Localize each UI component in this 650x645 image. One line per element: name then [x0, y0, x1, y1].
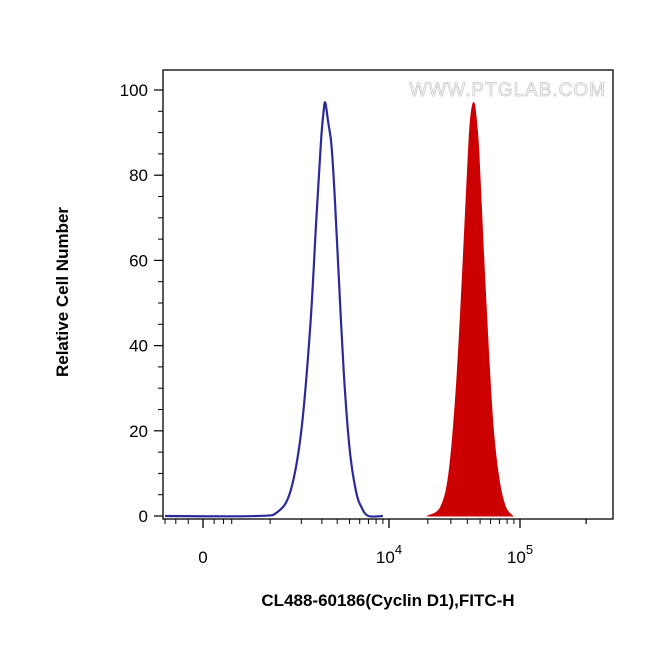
histogram-series-layer: [164, 101, 514, 518]
x-tick-label: 104: [376, 542, 402, 567]
x-tick-label: 105: [507, 542, 533, 567]
y-tick-label: 40: [129, 337, 148, 356]
y-tick-label: 80: [129, 166, 148, 185]
y-tick-label: 0: [139, 507, 148, 526]
x-axis-title: CL488-60186(Cyclin D1),FITC-H: [261, 591, 514, 610]
y-tick-label: 20: [129, 422, 148, 441]
y-tick-label: 60: [129, 251, 148, 270]
x-tick-label: 0: [198, 548, 207, 567]
y-axis-title: Relative Cell Number: [53, 207, 72, 377]
y-axis: 0 20 40 60 80 100: [120, 81, 163, 526]
plot-frame: [162, 69, 614, 520]
x-axis: 0 104 105: [164, 519, 587, 567]
outline-histogram-0: [164, 101, 383, 518]
filled-histogram-1: [426, 102, 514, 517]
watermark-text: WWW.PTGLAB.COM: [409, 80, 606, 101]
y-tick-label: 100: [120, 81, 148, 100]
